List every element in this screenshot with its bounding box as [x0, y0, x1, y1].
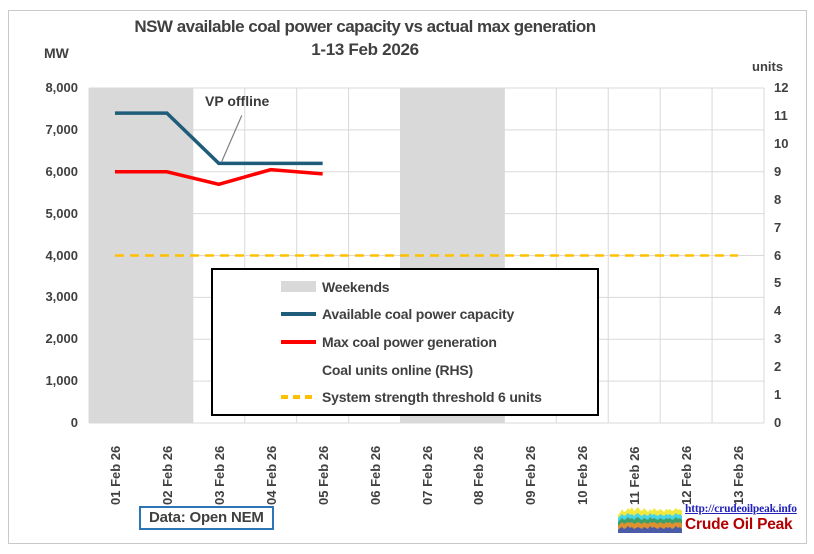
left-axis-tick-label: 7,000 [45, 121, 78, 137]
x-axis-tick-label: 06 Feb 26 [367, 445, 383, 505]
left-axis-tick-label: 3,000 [45, 289, 78, 305]
x-axis-tick-label: 09 Feb 26 [523, 445, 539, 505]
chart-title-line1: NSW available coal power capacity vs act… [134, 17, 596, 36]
legend-item-coal-units-online: Coal units online (RHS) [213, 356, 597, 384]
chart-title: NSW available coal power capacity vs act… [40, 15, 690, 61]
left-axis-unit-label: MW [44, 45, 69, 61]
x-axis-tick-label: 12 Feb 26 [679, 445, 695, 505]
right-axis-tick-label: 12 [774, 80, 789, 95]
right-axis-tick-label: 10 [774, 135, 789, 151]
left-axis-tick-label: 5,000 [45, 205, 78, 221]
x-axis-tick-label: 02 Feb 26 [159, 445, 175, 505]
right-axis-tick-label: 8 [774, 191, 782, 207]
legend-label: Weekends [322, 278, 390, 295]
x-axis-tick-label: 01 Feb 26 [107, 445, 123, 505]
right-axis-tick-label: 6 [774, 247, 782, 263]
right-axis-tick-label: 3 [774, 331, 782, 347]
data-source-box: Data: Open NEM [139, 506, 274, 530]
annotation-callout-line [221, 115, 243, 162]
left-axis-tick-label: 4,000 [45, 247, 78, 263]
right-axis-tick-label: 0 [774, 415, 782, 430]
chart-legend: Weekends Available coal power capacity M… [211, 268, 599, 416]
right-axis-tick-label: 1 [774, 387, 782, 403]
right-axis-tick-label: 4 [774, 303, 782, 319]
legend-item-weekends: Weekends [213, 273, 597, 301]
left-axis-tick-label: 0 [70, 415, 78, 430]
right-axis-tick-label: 11 [774, 107, 788, 123]
legend-label: System strength threshold 6 units [322, 389, 542, 406]
right-axis-tick-label: 9 [774, 163, 782, 179]
x-axis-tick-label: 11 Feb 26 [627, 446, 643, 505]
x-axis-tick-label: 03 Feb 26 [211, 445, 227, 505]
logo-link[interactable]: http://crudeoilpeak.info [685, 503, 797, 515]
empty-swatch [281, 368, 316, 372]
weekend-band-swatch-icon [281, 281, 316, 293]
legend-item-system-strength-threshold: System strength threshold 6 units [213, 383, 597, 411]
right-axis-tick-label: 7 [774, 219, 782, 235]
left-axis-tick-label: 6,000 [45, 163, 78, 179]
legend-label: Max coal power generation [322, 333, 497, 350]
left-axis-tick-label: 8,000 [45, 80, 78, 95]
logo-name: Crude Oil Peak [685, 516, 793, 533]
legend-label: Available coal power capacity [322, 306, 515, 323]
x-axis-tick-label: 10 Feb 26 [575, 445, 591, 505]
right-axis-unit-label: units [752, 59, 784, 74]
logo-mountains-icon [618, 507, 682, 533]
left-axis-tick-label: 2,000 [45, 331, 78, 347]
series-available-coal-power-capacity [114, 111, 323, 166]
right-axis-tick-label: 5 [774, 275, 782, 291]
right-axis-tick-label: 2 [774, 359, 782, 375]
legend-item-available-capacity: Available coal power capacity [213, 301, 597, 329]
logo-texts: http://crudeoilpeak.info Crude Oil Peak [685, 503, 797, 533]
x-axis-tick-label: 07 Feb 26 [419, 445, 435, 505]
legend-label: Coal units online (RHS) [322, 361, 473, 378]
chart-title-line2: 1-13 Feb 2026 [311, 40, 419, 59]
x-axis-tick-label: 13 Feb 26 [731, 445, 747, 505]
x-axis-tick-label: 08 Feb 26 [471, 445, 487, 505]
series-max-coal-power-generation [114, 167, 323, 187]
red-line-swatch-icon [281, 339, 316, 344]
blue-line-swatch-icon [281, 312, 316, 317]
gold-dashed-line-swatch-icon [281, 395, 316, 399]
vp-offline-annotation: VP offline [205, 93, 270, 109]
x-axis-tick-label: 04 Feb 26 [263, 445, 279, 505]
crude-oil-peak-logo: http://crudeoilpeak.info Crude Oil Peak [618, 503, 797, 533]
left-axis-tick-label: 1,000 [45, 373, 78, 389]
legend-item-max-generation: Max coal power generation [213, 328, 597, 356]
x-axis-tick-label: 05 Feb 26 [315, 445, 331, 505]
